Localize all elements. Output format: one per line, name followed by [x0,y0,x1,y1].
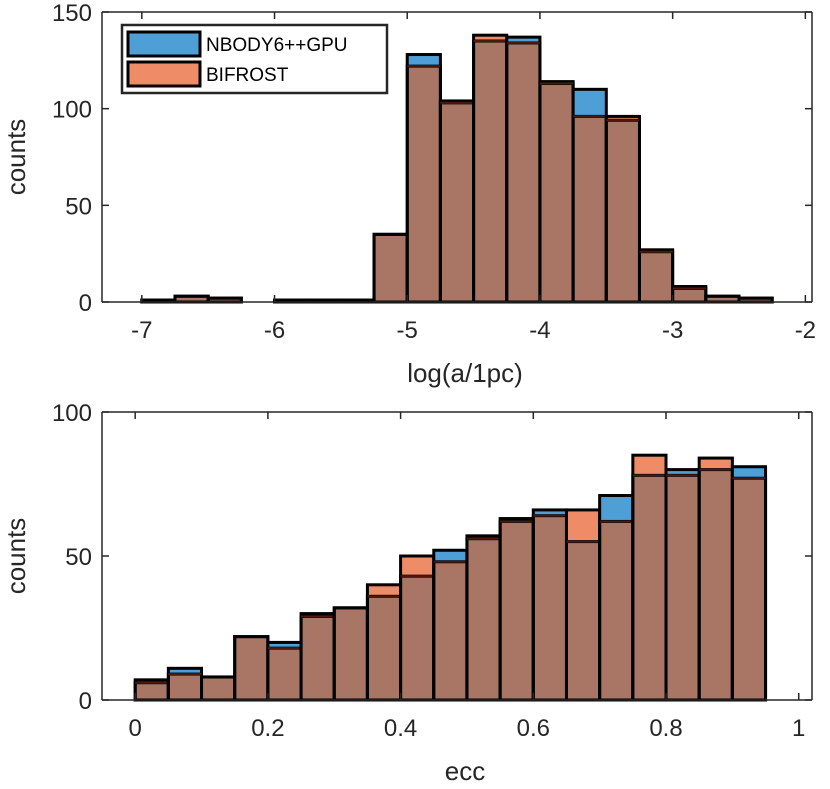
bar-overlap-bin-9 [440,102,474,302]
y-tick-label: 0 [79,290,92,317]
bar-excess-bin-1 [168,668,202,675]
bar-excess-bin-17 [699,458,733,470]
bar-excess-bin-4 [267,642,302,649]
y-tick-label: 0 [79,688,92,715]
x-axis-label: log(a/1pc) [407,358,523,388]
bar-overlap-bin-8 [400,576,434,700]
bar-overlap-bin-10 [473,41,507,302]
bar-overlap-bin-18 [739,298,773,302]
x-tick-label: 0.8 [649,715,682,742]
legend-label-bifrost: BIFROST [206,65,289,86]
bar-excess-bin-11 [506,37,540,43]
legend-swatch-nbody6-gpu [126,30,202,58]
x-tick-label: 0.4 [384,715,417,742]
bar-overlap-bin-17 [699,469,733,700]
bar-overlap-bin-7 [374,234,408,302]
bar-overlap-bin-11 [500,521,534,700]
bar-excess-bin-8 [400,556,434,577]
x-tick-label: -7 [131,317,152,344]
bar-overlap-bin-1 [168,674,202,700]
bar-excess-bin-14 [599,495,633,522]
bar-overlap-bin-3 [234,636,268,700]
bar-excess-bin-9 [433,550,467,562]
bar-overlap-bin-18 [732,478,766,700]
bar-overlap-bin-7 [367,596,401,700]
y-tick-label: 100 [52,97,92,124]
bar-overlap-bin-17 [705,296,740,302]
bar-overlap-bin-11 [506,42,540,302]
bar-overlap-bin-8 [407,66,441,302]
bar-overlap-bin-16 [672,288,706,302]
legend-swatch-bifrost [126,60,202,88]
chart-panel-1: -7 -6 -5 -4 -3 -2 0 50 100 150 log(a/1pc) counts NBO… [1,0,816,388]
bar-overlap-bin-10 [466,538,501,700]
bar-overlap-bin-4 [267,648,302,700]
bar-excess-bin-10 [473,35,507,41]
bar-overlap-bin-12 [539,83,574,303]
bar-overlap-bin-12 [533,515,567,700]
y-tick-label: 150 [52,0,92,27]
bar-overlap-bin-15 [632,475,667,700]
bar-overlap-bin-13 [566,541,600,700]
bar-overlap-bin-2 [201,676,235,700]
bar-overlap-bin-9 [433,561,467,700]
bar-excess-bin-18 [732,466,766,479]
x-tick-label: 1 [792,715,805,742]
x-tick-label: 0.6 [517,715,550,742]
x-tick-label: 0.2 [251,715,284,742]
x-tick-label: -5 [397,317,418,344]
bar-excess-bin-13 [573,89,607,117]
x-tick-label: 0 [128,715,141,742]
bar-overlap-bin-14 [606,120,640,303]
bar-excess-bin-13 [566,509,600,542]
bar-excess-bin-15 [632,455,667,476]
bar-excess-bin-8 [407,54,441,67]
bar-overlap-bin-15 [639,251,673,302]
y-axis-label: counts [1,119,31,196]
bar-overlap-bin-0 [135,682,169,700]
bar-overlap-bin-13 [573,116,607,303]
bar-overlap-bin-2 [208,298,242,302]
y-axis-label: counts [1,518,31,595]
y-tick-label: 50 [65,193,92,220]
bar-excess-bin-14 [606,116,640,121]
x-tick-label: -2 [795,317,816,344]
legend-label-nbody6-gpu: NBODY6++GPU [206,35,348,56]
x-tick-label: -3 [662,317,683,344]
bar-excess-bin-16 [666,469,700,476]
bar-excess-bin-7 [367,584,401,597]
bar-excess-bin-12 [533,509,567,516]
bar-overlap-bin-5 [301,616,335,700]
y-tick-label: 100 [52,400,92,427]
bar-overlap-bin-16 [666,475,700,700]
bar-overlap-bin-14 [599,521,633,700]
x-tick-label: -4 [529,317,550,344]
legend: NBODY6++GPU BIFROST [120,23,389,95]
x-tick-label: -6 [264,317,285,344]
chart-panel-2: 0 0.2 0.4 0.6 0.8 1 0 50 100 ecc counts [1,400,813,786]
y-tick-label: 50 [65,544,92,571]
bar-overlap-bin-1 [174,296,209,302]
x-axis-label: ecc [445,756,485,786]
bar-overlap-bin-6 [334,607,368,700]
